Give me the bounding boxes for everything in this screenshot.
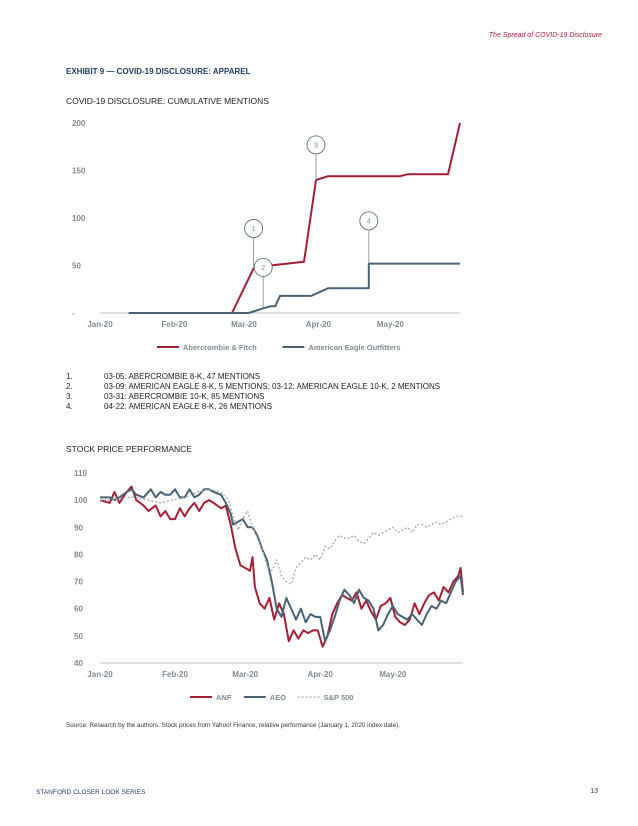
- y-tick-label: 60: [74, 605, 83, 614]
- x-tick-label: Jan-20: [87, 320, 113, 329]
- annotation-bubble: [253, 257, 273, 277]
- running-title: The Spread of COVID-19 Disclosure: [488, 32, 602, 39]
- legend-label: ANF: [216, 693, 232, 702]
- y-tick-label: 80: [74, 550, 83, 559]
- x-tick-label: Apr-20: [308, 670, 334, 679]
- note-text: 04-22: AMERICAN EAGLE 8-K, 26 MENTIONS: [104, 402, 273, 411]
- annotation-label: 2: [261, 265, 265, 272]
- x-tick-label: Apr-20: [306, 320, 332, 329]
- y-tick-label: -: [72, 309, 75, 318]
- legend-label: S&P 500: [324, 693, 354, 702]
- exhibit-title: EXHIBIT 9 — COVID-19 DISCLOSURE: APPAREL: [66, 67, 251, 76]
- note-number: 4.: [66, 402, 73, 411]
- x-tick-label: May-20: [377, 320, 405, 329]
- series-line: [99, 485, 464, 648]
- x-tick-label: May-20: [379, 670, 407, 679]
- annotation-label: 4: [367, 218, 371, 225]
- y-tick-label: 110: [74, 469, 87, 478]
- y-tick-label: 70: [74, 578, 83, 587]
- annotation-notes: 1. 03-05: ABERCROMBIE 8-K, 47 MENTIONS 2.…: [66, 372, 440, 412]
- note-number: 3.: [66, 392, 73, 401]
- note-text: 03-05: ABERCROMBIE 8-K, 47 MENTIONS: [104, 372, 261, 381]
- annotation-bubble: [244, 219, 264, 238]
- chart-title-stock: STOCK PRICE PERFORMANCE: [66, 444, 192, 454]
- chart-title-mentions: COVID-19 DISCLOSURE: CUMULATIVE MENTIONS: [66, 96, 269, 106]
- note-item: 3. 03-31: ABERCROMBIE 10-K, 85 MENTIONS: [66, 392, 440, 402]
- y-tick-label: 200: [72, 119, 86, 128]
- x-tick-label: Feb-20: [162, 670, 188, 679]
- annotation-bubble: [306, 135, 326, 155]
- x-tick-label: Mar-20: [231, 320, 257, 329]
- note-item: 2. 03-09: AMERICAN EAGLE 8-K, 5 MENTIONS;…: [66, 382, 440, 392]
- mentions-chart: 200 150 100 50 - Jan-20 Feb-20 Mar-20 Apr-20 May-…: [72, 119, 461, 352]
- y-tick-label: 100: [74, 496, 88, 505]
- y-tick-label: 50: [74, 632, 83, 641]
- y-tick-label: 100: [72, 214, 86, 223]
- note-item: 4. 04-22: AMERICAN EAGLE 8-K, 26 MENTIONS: [66, 402, 440, 412]
- legend-label: American Eagle Outfitters: [308, 343, 400, 352]
- series-line: [128, 262, 460, 314]
- y-tick-label: 90: [74, 523, 83, 532]
- note-text: 03-31: ABERCROMBIE 10-K, 85 MENTIONS: [104, 392, 265, 401]
- note-number: 1.: [66, 372, 73, 381]
- source-note: Source: Research by the authors. Stock p…: [66, 722, 401, 729]
- note-item: 1. 03-05: ABERCROMBIE 8-K, 47 MENTIONS: [66, 372, 440, 382]
- page-number: 13: [590, 788, 598, 795]
- legend-label: AEO: [270, 693, 286, 702]
- annotation-label: 3: [314, 142, 318, 149]
- stock-chart: 110 100 90 80 70 60 50 40 Jan-20 Feb-20 Mar-20 Apr-…: [74, 469, 464, 702]
- series-line: [100, 488, 463, 585]
- footer-series-name: STANFORD CLOSER LOOK SERIES: [36, 789, 146, 796]
- y-tick-label: 150: [72, 167, 86, 176]
- x-tick-label: Jan-20: [87, 670, 113, 679]
- x-tick-label: Mar-20: [232, 670, 258, 679]
- note-number: 2.: [66, 382, 73, 391]
- y-tick-label: 40: [74, 659, 83, 668]
- legend-label: Abercrombie & Fitch: [183, 343, 257, 352]
- note-text: 03-09: AMERICAN EAGLE 8-K, 5 MENTIONS; 0…: [104, 382, 441, 391]
- annotation-label: 1: [252, 226, 256, 233]
- series-line: [128, 122, 461, 314]
- series-line: [100, 488, 464, 643]
- y-tick-label: 50: [72, 262, 81, 271]
- annotation-bubble: [359, 211, 379, 231]
- x-tick-label: Feb-20: [162, 320, 188, 329]
